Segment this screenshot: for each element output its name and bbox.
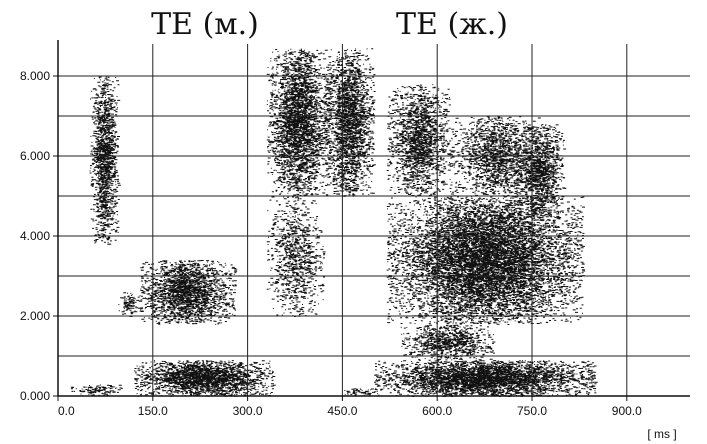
axes	[57, 40, 690, 397]
x-tick-label: 150.0	[138, 404, 168, 418]
energy-region-15	[374, 360, 598, 397]
x-tick-label: 750.0	[517, 404, 547, 418]
chart-title-1: TE (м.)	[151, 7, 259, 42]
energy-region-7	[266, 196, 326, 317]
axis-labels: 0.000 2.000 4.000 6.000 8.000 0.0 150.0 300.0 45…	[20, 69, 677, 441]
energy-region-14	[400, 324, 496, 361]
energy-region-4	[140, 260, 238, 325]
chart-titles: TE (м.) TE (ж.)	[151, 7, 508, 42]
x-tick-label: 600.0	[422, 404, 452, 418]
chart-title-2: TE (ж.)	[396, 7, 508, 42]
grid-lines	[58, 44, 690, 396]
spectral-energy-marks	[70, 48, 598, 397]
x-unit-label: [ ms ]	[647, 427, 676, 441]
y-tick-label: 2.000	[20, 309, 50, 323]
energy-region-5	[133, 360, 276, 397]
x-tick-label: 900.0	[612, 404, 642, 418]
y-tick-label: 8.000	[20, 69, 50, 83]
y-tick-label: 0.000	[20, 389, 50, 403]
energy-region-3	[118, 292, 144, 317]
energy-region-1	[89, 76, 121, 245]
energy-region-13	[386, 196, 586, 325]
energy-region-12	[513, 124, 567, 217]
energy-region-2	[70, 384, 123, 397]
y-tick-label: 4.000	[20, 229, 50, 243]
y-tick-label: 6.000	[20, 149, 50, 163]
energy-region-11	[450, 116, 542, 197]
energy-region-8	[323, 48, 376, 197]
x-tick-label: 0.0	[58, 404, 75, 418]
energy-region-6	[266, 48, 333, 197]
energy-region-10	[386, 84, 453, 196]
x-tick-label: 450.0	[327, 404, 357, 418]
x-tick-label: 300.0	[233, 404, 263, 418]
energy-region-9	[344, 388, 380, 397]
